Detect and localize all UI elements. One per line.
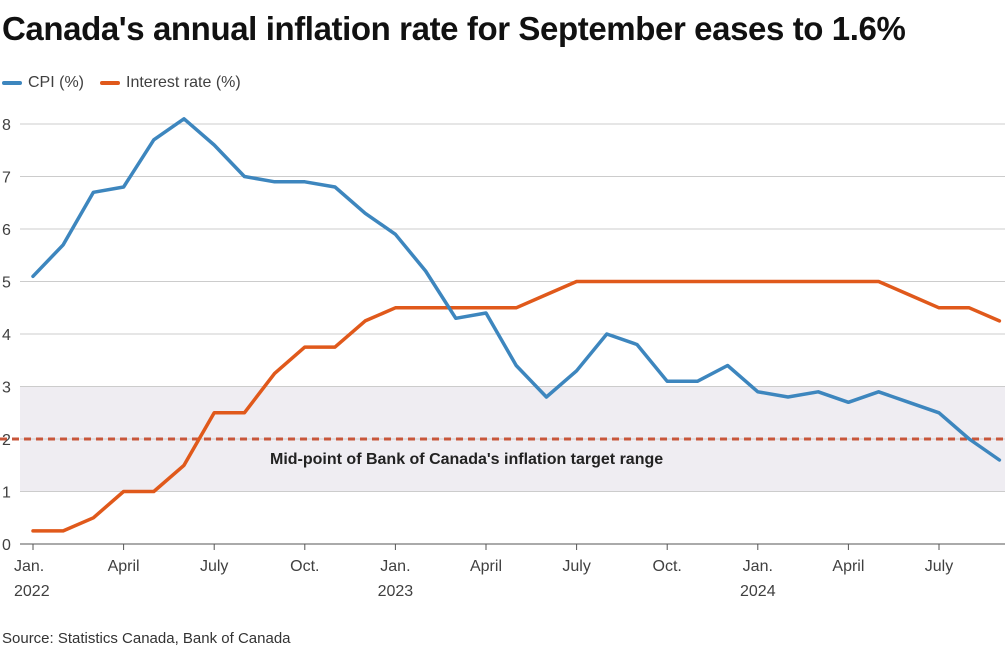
x-tick-label: Oct.: [290, 558, 319, 575]
x-tick-label: July: [200, 558, 228, 575]
x-tick-label: Jan.: [743, 558, 773, 575]
y-tick-label: 0: [2, 537, 11, 554]
x-tick-year-label: 2023: [378, 583, 414, 600]
legend-label-interest-rate: Interest rate (%): [126, 74, 241, 91]
y-tick-label: 2: [2, 432, 11, 449]
legend-item-cpi: CPI (%): [2, 74, 84, 92]
x-tick-label: Jan.: [380, 558, 410, 575]
y-tick-label: 3: [2, 380, 11, 397]
source-note: Source: Statistics Canada, Bank of Canad…: [2, 630, 291, 647]
interest-rate-line: [31, 279, 1002, 533]
legend-label-cpi: CPI (%): [28, 74, 84, 91]
y-tick-label: 8: [2, 117, 11, 134]
x-tick-label: April: [108, 558, 140, 575]
x-tick-label: April: [832, 558, 864, 575]
cpi-line: [31, 117, 1002, 462]
y-tick-label: 6: [2, 222, 11, 239]
legend-item-interest-rate: Interest rate (%): [100, 74, 241, 92]
x-tick-year-label: 2024: [740, 583, 776, 600]
x-tick-label: July: [925, 558, 953, 575]
x-tick-label: April: [470, 558, 502, 575]
chart-title: Canada's annual inflation rate for Septe…: [2, 10, 906, 47]
target-annotation: Mid-point of Bank of Canada's inflation …: [270, 451, 663, 468]
y-tick-label: 5: [2, 275, 11, 292]
x-tick-year-label: 2022: [14, 583, 50, 600]
x-tick-label: Oct.: [653, 558, 682, 575]
y-tick-label: 7: [2, 170, 11, 187]
y-tick-label: 1: [2, 485, 11, 502]
legend-swatch-interest-rate: [100, 81, 120, 85]
x-tick-label: Jan.: [14, 558, 44, 575]
legend-swatch-cpi: [2, 81, 22, 85]
x-tick-label: July: [562, 558, 590, 575]
legend: CPI (%) Interest rate (%): [2, 74, 257, 92]
y-tick-label: 4: [2, 327, 11, 344]
line-chart: Mid-point of Bank of Canada's inflation …: [0, 117, 1005, 600]
